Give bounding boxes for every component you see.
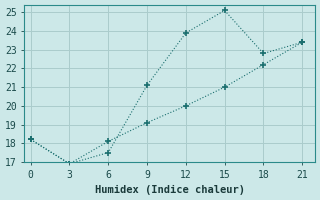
X-axis label: Humidex (Indice chaleur): Humidex (Indice chaleur) (95, 185, 245, 195)
